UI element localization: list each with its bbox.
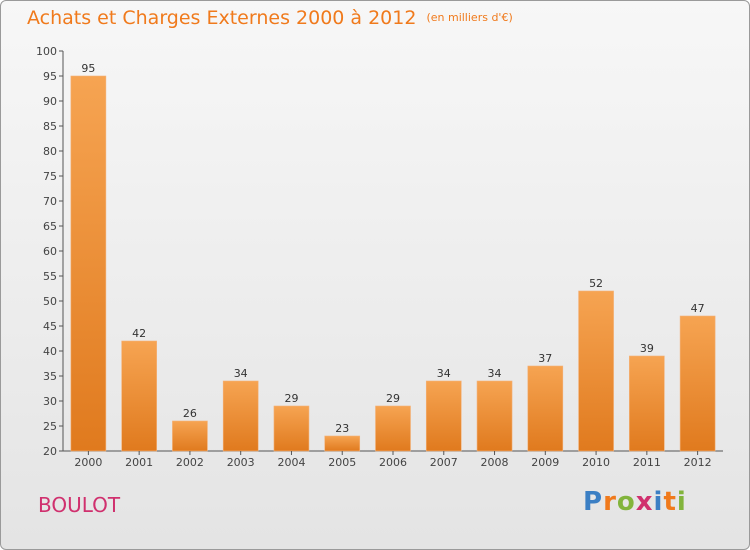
y-tick-label: 95: [43, 70, 57, 83]
x-tick-label-2003: 2003: [227, 456, 255, 469]
bar-2001: [121, 340, 157, 452]
bar-2004: [273, 405, 310, 452]
chart-title: Achats et Charges Externes 2000 à 2012 (e…: [27, 7, 513, 29]
y-tick-label: 40: [43, 345, 57, 358]
bar-2010: [578, 290, 614, 452]
bar-2000: [70, 75, 107, 452]
y-tick-label: 35: [43, 370, 57, 383]
proxiti-logo: Proxiti: [583, 487, 687, 517]
x-tick-label-2001: 2001: [125, 456, 153, 469]
data-label-2006: 29: [386, 392, 400, 405]
x-tick-label-2010: 2010: [582, 456, 610, 469]
y-tick-label: 60: [43, 245, 57, 258]
y-tick-label: 100: [36, 45, 57, 58]
x-tick-label-2012: 2012: [684, 456, 712, 469]
y-tick-label: 80: [43, 145, 57, 158]
y-tick-label: 20: [43, 445, 57, 458]
bar-2003: [222, 380, 259, 452]
y-tick-label: 65: [43, 220, 57, 233]
data-label-2001: 42: [132, 327, 146, 340]
y-tick-label: 90: [43, 95, 57, 108]
bar-2005: [324, 435, 361, 452]
x-tick-label-2006: 2006: [379, 456, 407, 469]
data-label-2008: 34: [488, 367, 502, 380]
y-tick-label: 85: [43, 120, 57, 133]
y-tick-label: 30: [43, 395, 57, 408]
bar-2009: [527, 365, 564, 452]
x-tick-label-2000: 2000: [74, 456, 102, 469]
data-label-2003: 34: [234, 367, 248, 380]
y-tick-label: 70: [43, 195, 57, 208]
data-label-2004: 29: [284, 392, 298, 405]
x-tick-label-2011: 2011: [633, 456, 661, 469]
data-label-2011: 39: [640, 342, 654, 355]
bar-2008: [476, 380, 513, 452]
x-tick-label-2005: 2005: [328, 456, 356, 469]
chart-title-text: Achats et Charges Externes 2000 à 2012: [27, 7, 417, 29]
data-label-2007: 34: [437, 367, 451, 380]
data-label-2009: 37: [538, 352, 552, 365]
data-label-2010: 52: [589, 277, 603, 290]
y-tick-label: 75: [43, 170, 57, 183]
x-tick-label-2008: 2008: [481, 456, 509, 469]
y-tick-label: 45: [43, 320, 57, 333]
bar-2012: [679, 315, 716, 452]
data-label-2000: 95: [81, 62, 95, 75]
x-tick-label-2002: 2002: [176, 456, 204, 469]
x-tick-label-2004: 2004: [277, 456, 305, 469]
bar-2011: [629, 355, 665, 452]
y-tick-label: 55: [43, 270, 57, 283]
data-label-2005: 23: [335, 422, 349, 435]
data-label-2012: 47: [691, 302, 705, 315]
commune-name: BOULOT: [38, 493, 121, 517]
x-tick-label-2009: 2009: [531, 456, 559, 469]
y-tick-label: 50: [43, 295, 57, 308]
bar-2002: [172, 420, 208, 452]
y-tick-label: 25: [43, 420, 57, 433]
chart-subtitle: (en milliers d'€): [426, 11, 513, 24]
bar-2007: [425, 380, 462, 452]
x-tick-label-2007: 2007: [430, 456, 458, 469]
data-label-2002: 26: [183, 407, 197, 420]
bar-2006: [375, 405, 411, 452]
